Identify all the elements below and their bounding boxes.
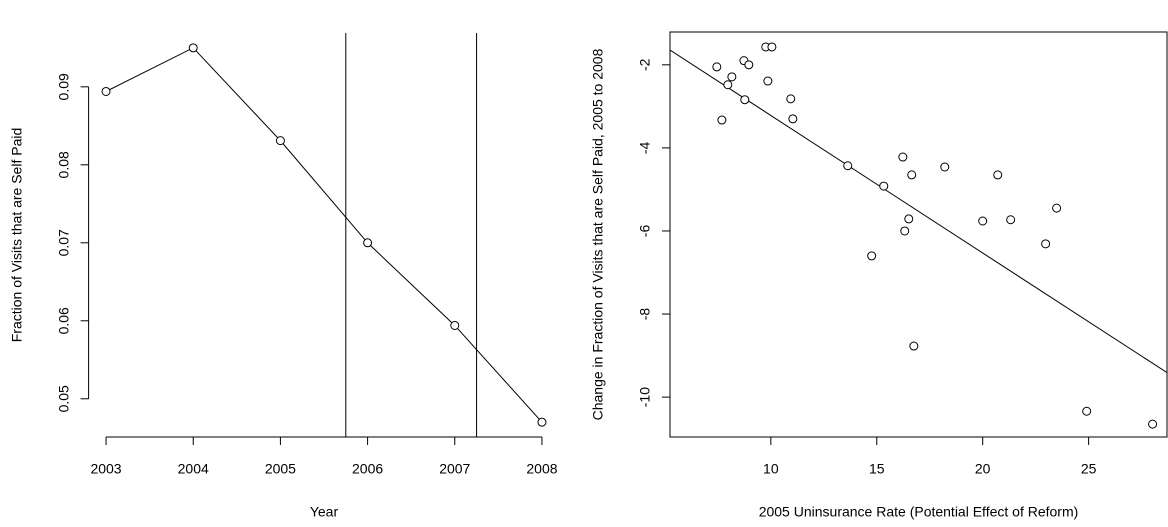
x-tick-label: 2004 <box>178 461 209 477</box>
y-axis-title: Change in Fraction of Visits that are Se… <box>590 48 606 420</box>
data-point <box>763 76 773 86</box>
data-point <box>909 341 919 351</box>
data-point <box>537 417 547 427</box>
data-point <box>723 80 733 90</box>
y-tick-label: -6 <box>637 225 653 238</box>
data-point <box>188 43 198 53</box>
data-point <box>717 115 727 125</box>
x-tick-label: 2003 <box>90 461 121 477</box>
data-point <box>1052 203 1062 213</box>
data-point <box>275 136 285 146</box>
x-tick-label: 2005 <box>265 461 296 477</box>
data-point <box>940 162 950 172</box>
plot-area <box>105 33 543 437</box>
y-tick-label: -8 <box>637 308 653 321</box>
regression-line <box>670 49 1167 374</box>
x-tick-label: 2006 <box>352 461 383 477</box>
y-tick-label: -10 <box>637 387 653 407</box>
data-point <box>1082 406 1092 416</box>
x-tick-label: 15 <box>869 461 885 477</box>
data-point <box>101 86 111 96</box>
data-point <box>786 94 796 104</box>
data-point <box>843 161 853 171</box>
data-point <box>907 170 917 180</box>
y-tick-label: 0.09 <box>55 73 71 100</box>
y-tick-label: 0.06 <box>55 307 71 334</box>
data-point <box>727 72 737 82</box>
y-tick-label: -4 <box>637 141 653 154</box>
data-point <box>450 320 460 330</box>
data-point <box>1041 239 1051 249</box>
x-tick-label: 25 <box>1081 461 1097 477</box>
panel: 2003 2004 2005 2006 2007 2008 0.05 0.06 0.07 0.08… <box>8 33 558 520</box>
x-tick-label: 2007 <box>439 461 470 477</box>
data-point <box>788 114 798 124</box>
data-point <box>879 181 889 191</box>
x-axis-title: Year <box>310 504 339 520</box>
plot-box <box>669 31 1168 438</box>
x-tick-label: 2008 <box>526 461 557 477</box>
data-point <box>993 170 1003 180</box>
data-point <box>867 251 877 261</box>
data-point <box>978 216 988 226</box>
x-tick-label: 10 <box>763 461 779 477</box>
data-point <box>900 226 910 236</box>
y-tick-label: -2 <box>637 58 653 71</box>
plot-area <box>670 49 1167 374</box>
data-point <box>898 152 908 162</box>
data-point <box>363 238 373 248</box>
data-point <box>1006 215 1016 225</box>
y-axis-title: Fraction of Visits that are Self Paid <box>8 128 24 343</box>
data-point <box>740 95 750 105</box>
y-tick-label: 0.08 <box>55 151 71 178</box>
data-point <box>767 42 777 52</box>
data-line <box>105 47 543 423</box>
y-tick-label: 0.07 <box>55 229 71 256</box>
x-axis-title: 2005 Uninsurance Rate (Potential Effect … <box>759 504 1079 520</box>
data-point <box>904 214 914 224</box>
data-point <box>744 60 754 70</box>
x-tick-label: 20 <box>975 461 991 477</box>
panel: 10 15 20 25 -10 -8 -6 -4 -2 2005 Uninsurance Rate… <box>590 31 1168 520</box>
data-point <box>712 62 722 72</box>
data-point <box>1148 419 1158 429</box>
y-tick-label: 0.05 <box>55 385 71 412</box>
